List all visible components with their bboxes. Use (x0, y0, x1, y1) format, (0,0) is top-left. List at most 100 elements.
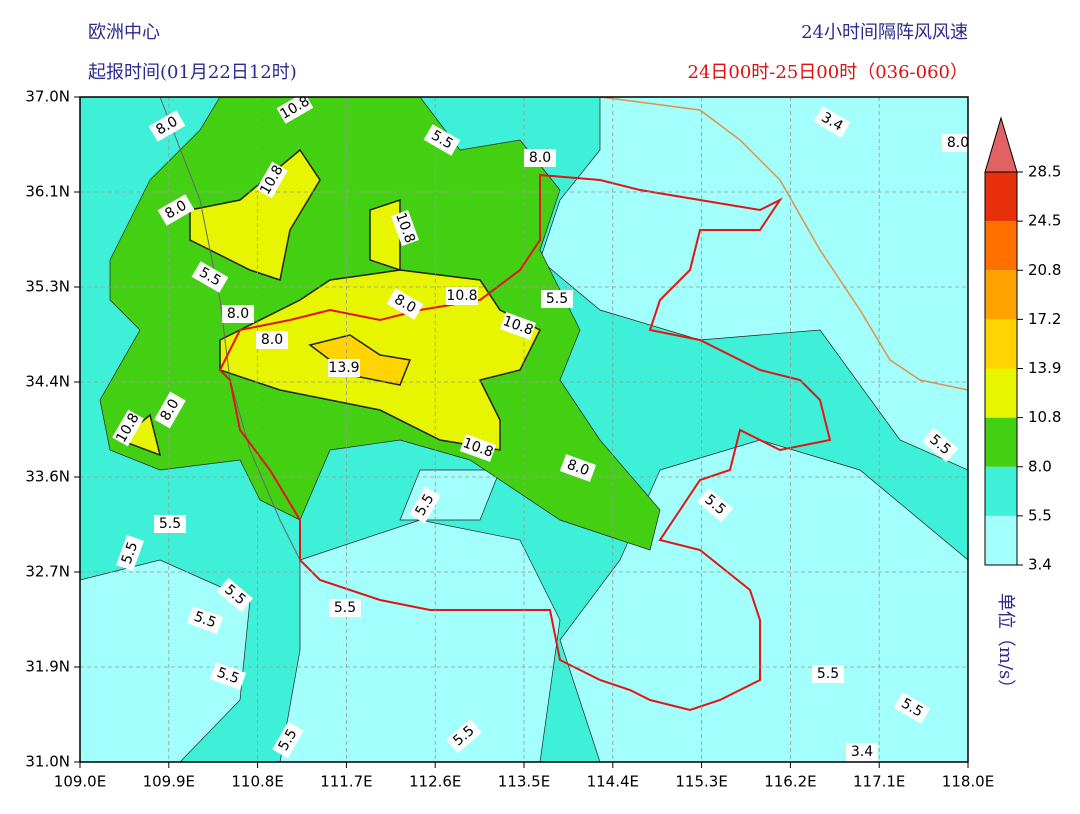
right-title: 24小时间隔阵风风速 (801, 22, 968, 43)
unit-label: 单位（m/s） (995, 593, 1016, 697)
colorbar-band (985, 368, 1017, 418)
contour-label: 10.8 (391, 209, 419, 247)
label-bg (409, 486, 441, 524)
colorbar-label: 24.5 (1028, 212, 1061, 230)
colorbar-band (985, 466, 1017, 516)
contour-label-text: 5.5 (334, 600, 356, 616)
plot-frame (79, 96, 969, 763)
y-tick-label: 36.1N (25, 183, 70, 201)
colorbar-label: 20.8 (1028, 261, 1061, 279)
colorbar-extend (984, 116, 1018, 173)
label-bg (157, 194, 195, 226)
colorbar-band (985, 417, 1017, 467)
label-bg (445, 718, 483, 754)
contour-label: 5.5 (154, 515, 186, 533)
colorbar-label: 5.5 (1028, 506, 1052, 524)
contour-label-text: 5.5 (546, 291, 568, 307)
contour-label-text: 8.0 (227, 306, 249, 322)
label-bg (942, 134, 974, 152)
contour-label: 8.0 (559, 454, 597, 482)
x-tick-label: 115.3E (675, 773, 727, 791)
contour-label: 5.5 (116, 534, 144, 572)
label-bg (191, 261, 229, 293)
colorbar-band (985, 319, 1017, 369)
label-bg (696, 487, 734, 523)
contour-label: 8.0 (524, 149, 556, 167)
label-bg (559, 454, 597, 482)
colorbar: 3.4 5.5 8.0 10.8 13.9 17.2 20.8 24.5 28.5 (984, 116, 1061, 574)
y-tick-label: 33.6N (25, 468, 70, 486)
label-bg (812, 665, 844, 683)
contour-label-text: 5.5 (192, 609, 218, 632)
label-bg (524, 149, 556, 167)
contour-label: 8.0 (256, 331, 288, 349)
x-tick-label: 116.2E (764, 773, 816, 791)
contour-label: 5.5 (329, 599, 361, 617)
colorbar-band (985, 221, 1017, 271)
colorbar-label: 3.4 (1028, 556, 1052, 574)
left-subtitle: 起报时间(01月22日12时) (88, 62, 297, 83)
y-tick-label: 32.7N (25, 563, 70, 581)
grid: 109.0E 109.9E 110.8E 111.7E 112.6E 113.5E 114.… (25, 88, 994, 791)
label-bg (256, 331, 288, 349)
x-tick-label: 111.7E (320, 773, 372, 791)
x-tick-label: 113.5E (498, 773, 550, 791)
label-bg (541, 290, 573, 308)
x-tick-label: 118.0E (942, 773, 994, 791)
colorbar-label: 17.2 (1028, 310, 1061, 328)
left-title: 欧洲中心 (88, 22, 160, 43)
y-tick-label: 31.9N (25, 658, 70, 676)
field-band (80, 559, 251, 762)
contour-label: 5.5 (812, 665, 844, 683)
colorbar-band (985, 270, 1017, 320)
label-bg (386, 288, 424, 320)
right-subtitle: 24日00时-25日00时（036-060） (688, 62, 969, 83)
label-bg (329, 599, 361, 617)
field-band (369, 198, 401, 272)
contour-label: 13.9 (328, 359, 360, 377)
colorbar-label: 8.0 (1028, 457, 1052, 475)
label-bg (446, 287, 478, 305)
x-tick-label: 109.9E (143, 773, 195, 791)
borders (159, 97, 968, 712)
label-bg (813, 106, 851, 138)
contour-label-text: 8.0 (565, 457, 591, 480)
label-bg (222, 305, 254, 323)
contour-label: 5.5 (209, 662, 247, 690)
colorbar-band (985, 172, 1017, 222)
label-bg (328, 359, 360, 377)
contour-label-text: 8.0 (947, 135, 969, 151)
label-bg (921, 427, 959, 463)
label-bg (846, 743, 878, 761)
label-bg (154, 391, 186, 429)
contour-label-text: 10.8 (446, 288, 477, 304)
contour-label: 8.0 (942, 134, 974, 152)
label-bg (256, 161, 288, 199)
colorbar-label: 13.9 (1028, 359, 1061, 377)
field-band (279, 519, 561, 762)
label-bg (154, 515, 186, 533)
contour-label: 8.0 (386, 288, 424, 320)
y-tick-label: 31.0N (25, 753, 70, 771)
contour-label-text: 5.5 (215, 665, 241, 688)
label-bg (186, 606, 224, 634)
contour-label-text: 3.4 (851, 744, 873, 760)
label-bg (272, 721, 304, 759)
label-bg (459, 434, 497, 462)
label-bg (216, 577, 254, 613)
x-tick-label: 114.4E (587, 773, 639, 791)
x-tick-label: 109.0E (54, 773, 106, 791)
y-tick-label: 35.3N (25, 278, 70, 296)
label-bg (148, 110, 186, 142)
contour-label: 5.5 (541, 290, 573, 308)
y-tick-label: 34.4N (25, 373, 70, 391)
contour-label-text: 5.5 (119, 540, 142, 566)
x-tick-label: 110.8E (231, 773, 283, 791)
label-bg (276, 92, 314, 124)
x-tick-label: 112.6E (409, 773, 461, 791)
label-bg (893, 692, 931, 724)
label-bg (112, 409, 144, 447)
label-bg (116, 534, 144, 572)
label-bg (423, 124, 461, 156)
